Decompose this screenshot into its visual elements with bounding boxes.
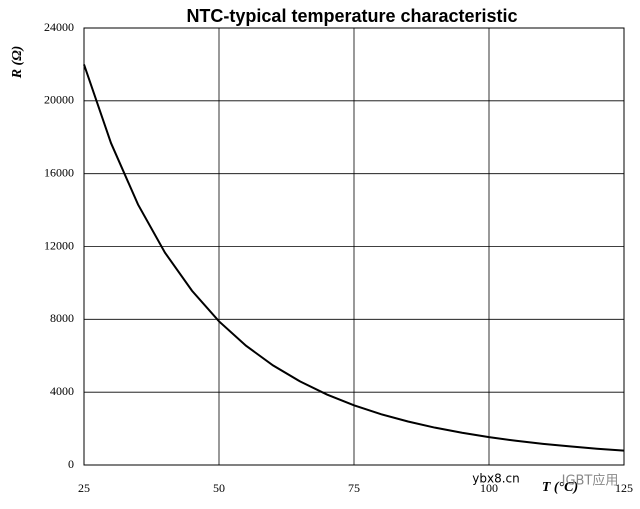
y-tick-label: 0 (68, 457, 74, 471)
data-line (83, 64, 625, 452)
x-tick-label: 100 (480, 481, 498, 495)
y-tick-label: 20000 (44, 93, 74, 107)
x-tick-label: 25 (78, 481, 90, 495)
x-axis-label: T (°C) (542, 480, 578, 495)
y-tick-label: 16000 (44, 165, 74, 179)
watermark: IGBT应用 (562, 473, 619, 489)
y-tick-label: 12000 (44, 238, 74, 252)
x-tick-label: 50 (213, 481, 225, 495)
y-tick-label: 24000 (44, 20, 74, 34)
chart-title: NTC-typical temperature characteristic (186, 6, 517, 26)
watermark: ybx8.cn (472, 472, 519, 486)
y-tick-label: 8000 (50, 311, 74, 325)
y-axis-label: R (Ω) (10, 46, 25, 80)
x-tick-label: 75 (348, 481, 360, 495)
x-tick-label: 125 (615, 481, 633, 495)
y-tick-label: 4000 (50, 384, 74, 398)
